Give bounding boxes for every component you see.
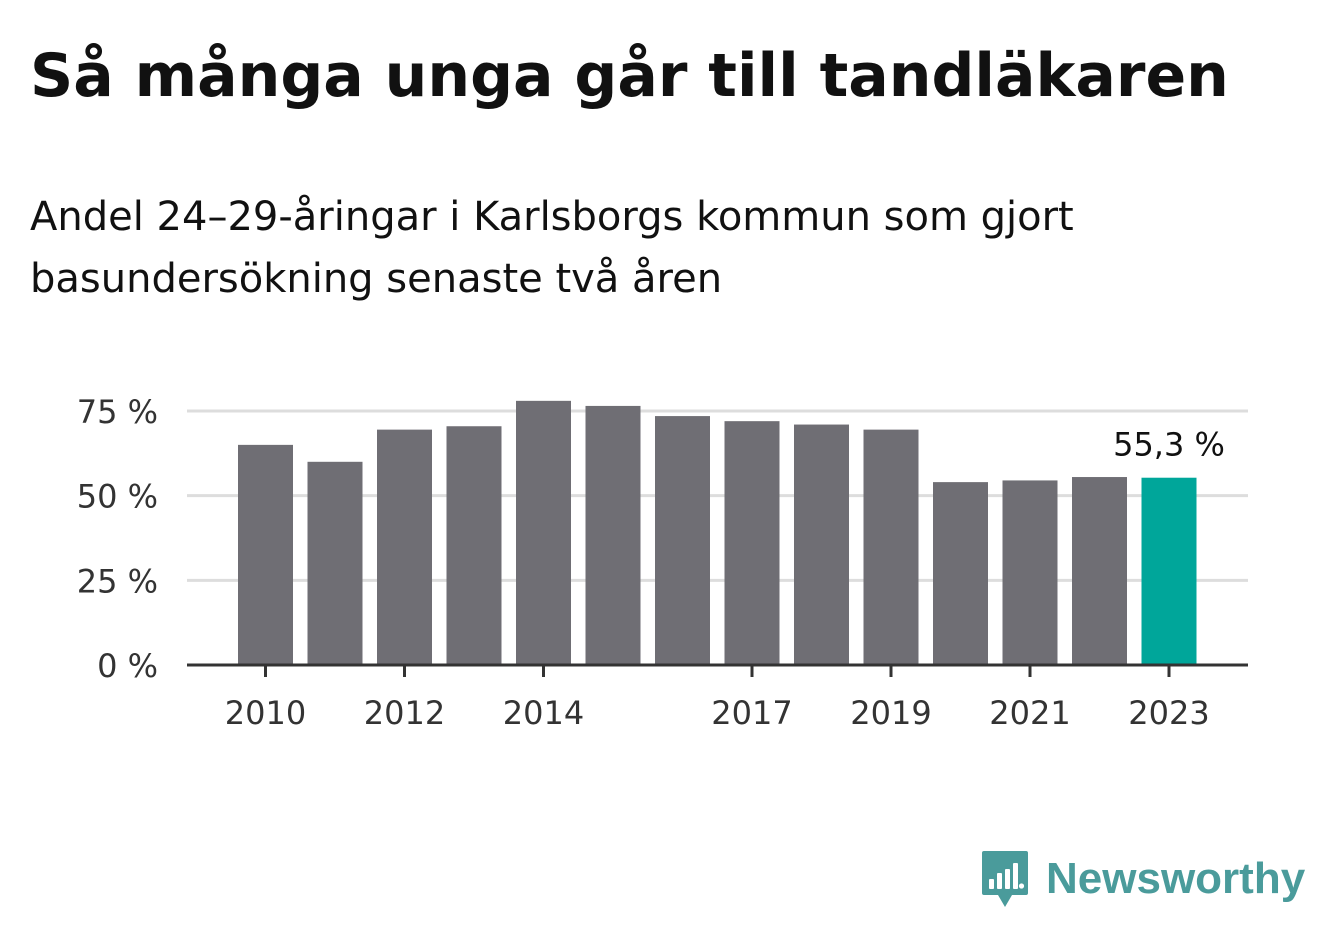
annotations: 55,3 % xyxy=(1113,426,1225,464)
bar-2018 xyxy=(794,424,849,665)
x-tick-label: 2014 xyxy=(503,694,584,732)
y-tick-label: 0 % xyxy=(97,647,158,685)
x-tick-label: 2019 xyxy=(850,694,931,732)
y-tick-label: 25 % xyxy=(77,562,158,600)
x-axis-labels: 2010 2012 2014 2017 2019 2021 2023 xyxy=(225,694,1210,732)
gridlines xyxy=(187,409,1248,582)
bar-2017 xyxy=(724,421,780,665)
x-tick-label: 2017 xyxy=(711,694,792,732)
bar-2013 xyxy=(446,426,502,665)
bars xyxy=(238,400,1197,665)
bar-2016 xyxy=(655,416,710,665)
bar-2012 xyxy=(377,429,432,665)
bar-2021 xyxy=(1002,480,1058,665)
bar-2011 xyxy=(307,461,363,665)
bar-chart: 0 % 25 % 50 % 75 % 2010 2012 2014 2017 2019 2021… xyxy=(77,393,1248,732)
newsworthy-logo-icon xyxy=(982,851,1028,907)
chart-subtitle: Andel 24–29-åringar i Karlsborgs kommun … xyxy=(30,194,1074,302)
bar-2015 xyxy=(585,405,641,665)
bar-2019 xyxy=(863,429,919,665)
chart-title: Så många unga går till tandläkaren xyxy=(30,41,1229,111)
y-axis-labels: 0 % 25 % 50 % 75 % xyxy=(77,393,158,685)
highlight-value-label: 55,3 % xyxy=(1113,426,1225,464)
bar-2014 xyxy=(516,400,571,665)
bar-2010 xyxy=(238,444,293,665)
y-tick-label: 50 % xyxy=(77,478,158,516)
x-axis xyxy=(187,663,1248,677)
y-tick-label: 75 % xyxy=(77,393,158,431)
bar-2022 xyxy=(1072,477,1127,665)
x-tick-label: 2021 xyxy=(989,694,1070,732)
bar-2020 xyxy=(933,482,988,665)
brand: Newsworthy xyxy=(980,848,1305,910)
x-tick-label: 2010 xyxy=(225,694,306,732)
x-tick-label: 2023 xyxy=(1128,694,1209,732)
brand-name: Newsworthy xyxy=(1046,854,1306,903)
x-tick-label: 2012 xyxy=(364,694,445,732)
bar-2023 xyxy=(1141,477,1197,665)
